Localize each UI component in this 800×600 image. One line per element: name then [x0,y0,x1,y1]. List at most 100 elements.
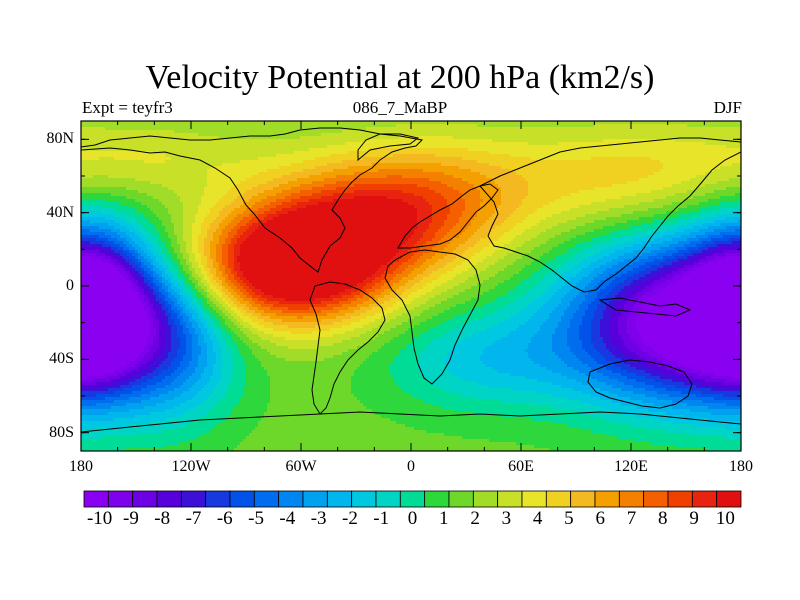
field-cell [312,163,316,167]
field-cell [585,136,589,140]
field-cell [528,121,532,125]
field-cell [276,142,280,146]
field-cell [477,127,481,131]
field-cell [558,160,562,164]
field-cell [162,130,166,134]
field-cell [531,124,535,128]
field-cell [264,145,268,149]
field-cell [381,163,385,167]
field-cell [174,151,178,155]
field-cell [519,136,523,140]
field-cell [219,136,223,140]
field-cell [267,175,271,179]
field-cell [582,130,586,134]
field-cell [441,178,445,182]
field-cell [729,148,733,152]
field-cell [636,136,640,140]
field-cell [660,136,664,140]
field-cell [87,130,91,134]
field-cell [84,127,88,131]
field-cell [459,133,463,137]
field-cell [252,163,256,167]
field-cell [720,184,724,188]
field-cell [426,133,430,137]
field-cell [357,160,361,164]
field-cell [588,181,592,185]
field-cell [594,139,598,143]
field-cell [216,136,220,140]
field-cell [90,172,94,176]
field-cell [561,148,565,152]
field-cell [690,178,694,182]
field-cell [435,127,439,131]
field-cell [399,154,403,158]
field-cell [165,142,169,146]
field-cell [303,142,307,146]
field-cell [174,181,178,185]
field-cell [531,181,535,185]
field-cell [219,163,223,167]
field-cell [99,181,103,185]
field-cell [84,121,88,125]
field-cell [480,148,484,152]
field-cell [390,187,394,191]
field-cell [660,169,664,173]
field-cell [315,154,319,158]
field-cell [486,163,490,167]
field-cell [132,133,136,137]
field-cell [132,163,136,167]
field-cell [267,169,271,173]
field-cell [204,124,208,128]
field-cell [474,181,478,185]
field-cell [105,157,109,161]
field-cell [90,145,94,149]
field-cell [477,184,481,188]
field-cell [387,121,391,125]
field-cell [651,175,655,179]
field-cell [294,184,298,188]
field-cell [102,166,106,170]
field-cell [126,139,130,143]
field-cell [219,172,223,176]
field-cell [561,163,565,167]
field-cell [561,175,565,179]
field-cell [705,166,709,170]
field-cell [483,184,487,188]
field-cell [585,133,589,137]
field-cell [165,121,169,125]
field-cell [606,175,610,179]
field-cell [315,160,319,164]
field-cell [126,130,130,134]
field-cell [462,169,466,173]
field-cell [723,166,727,170]
field-cell [231,133,235,137]
field-cell [189,145,193,149]
field-cell [486,169,490,173]
field-cell [693,169,697,173]
field-cell [219,133,223,137]
field-cell [102,175,106,179]
field-cell [183,145,187,149]
field-cell [690,166,694,170]
field-cell [402,127,406,131]
field-cell [567,151,571,155]
field-cell [540,124,544,128]
field-cell [720,130,724,134]
field-cell [549,151,553,155]
field-cell [516,151,520,155]
field-cell [531,178,535,182]
field-cell [687,121,691,125]
field-cell [159,181,163,185]
field-cell [663,157,667,161]
field-cell [276,121,280,125]
field-cell [165,157,169,161]
field-cell [708,154,712,158]
field-cell [456,148,460,152]
field-cell [732,136,736,140]
field-cell [513,133,517,137]
field-cell [603,121,607,125]
field-cell [147,157,151,161]
field-cell [420,127,424,131]
field-cell [636,151,640,155]
field-cell [507,172,511,176]
